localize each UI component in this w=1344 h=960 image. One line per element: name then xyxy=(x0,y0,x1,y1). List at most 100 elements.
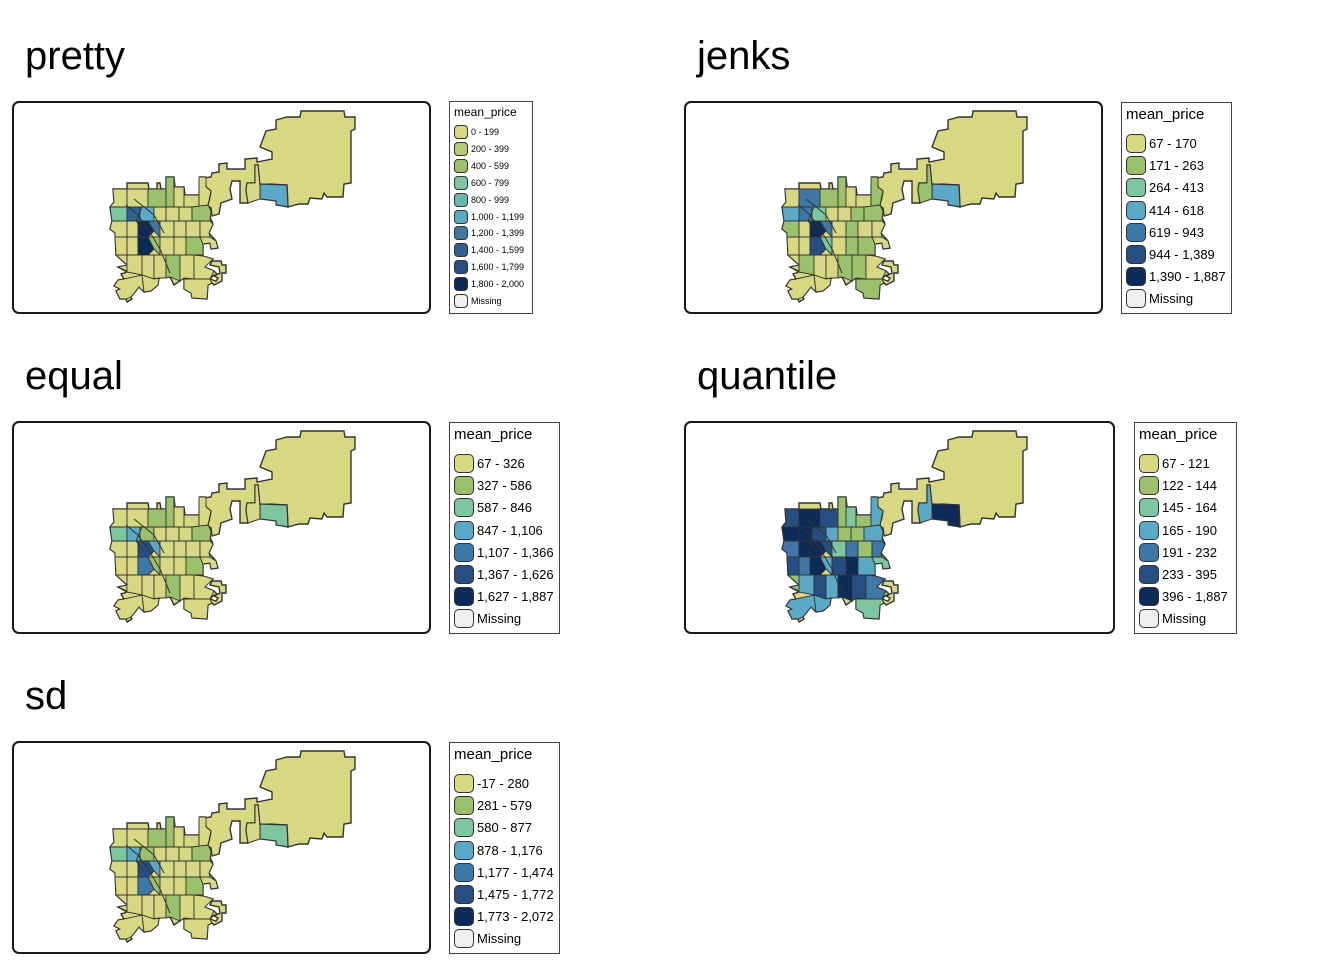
legend-label: 619 - 943 xyxy=(1149,224,1204,240)
legend-swatch xyxy=(454,141,468,156)
legend-label: 1,475 - 1,772 xyxy=(477,887,554,902)
district-polygon xyxy=(114,574,128,592)
legend-item: 1,627 - 1,887 xyxy=(454,587,554,607)
legend-item: 200 - 399 xyxy=(454,141,510,156)
legend-swatch xyxy=(1139,476,1159,496)
legend-label: 1,000 - 1,199 xyxy=(471,211,525,222)
district-polygon xyxy=(179,254,195,282)
district-polygon xyxy=(781,540,800,558)
district-polygon xyxy=(798,206,813,222)
panel-title-sd: sd xyxy=(25,674,68,718)
district-polygon xyxy=(837,206,852,222)
legend-item: 67 - 121 xyxy=(1139,454,1210,473)
map-sd[interactable] xyxy=(12,741,431,954)
district-polygon xyxy=(837,176,847,208)
district-polygon xyxy=(159,876,175,896)
district-polygon xyxy=(259,503,289,528)
district-polygon xyxy=(173,826,185,848)
district-polygon xyxy=(199,236,219,250)
district-polygon xyxy=(126,574,143,596)
legend-swatch xyxy=(454,209,468,224)
district-polygon xyxy=(126,876,139,896)
map-pretty[interactable] xyxy=(12,101,431,314)
legend-item: 396 - 1,887 xyxy=(1139,587,1228,607)
district-polygon xyxy=(165,496,175,528)
map-equal[interactable] xyxy=(12,421,431,634)
legend-title: mean_price xyxy=(454,105,517,119)
district-polygon xyxy=(183,194,200,208)
legend-pretty: mean_price 0 - 199 200 - 399 400 - 599 600 … xyxy=(449,101,533,314)
district-polygon xyxy=(165,206,180,222)
choropleth-map xyxy=(781,110,1028,304)
legend-swatch xyxy=(454,907,474,927)
legend-item: 1,773 - 2,072 xyxy=(454,907,554,927)
legend-label: 847 - 1,106 xyxy=(477,522,543,538)
legend-label: 191 - 232 xyxy=(1162,544,1217,560)
legend-swatch xyxy=(454,476,474,496)
legend-swatch xyxy=(454,260,468,275)
district-polygon xyxy=(837,574,853,602)
choropleth-map xyxy=(781,430,1028,624)
legend-item: 1,400 - 1,599 xyxy=(454,243,525,258)
district-polygon xyxy=(109,846,128,862)
district-polygon xyxy=(141,594,160,613)
district-polygon xyxy=(126,508,149,528)
district-polygon xyxy=(159,236,175,256)
legend-title: mean_price xyxy=(454,746,533,763)
legend-sd: mean_price -17 - 280 281 - 579 580 - 877 87… xyxy=(449,742,560,954)
district-polygon xyxy=(191,204,212,222)
legend-label: Missing xyxy=(471,296,502,306)
legend-item: Missing xyxy=(1139,609,1206,629)
legend-item: 400 - 599 xyxy=(454,158,509,173)
legend-swatch xyxy=(454,175,468,190)
legend-item: 878 - 1,176 xyxy=(454,840,543,860)
district-polygon xyxy=(857,540,873,558)
district-polygon xyxy=(786,254,800,272)
district-polygon xyxy=(147,828,167,848)
legend-swatch xyxy=(1139,454,1159,473)
district-polygon xyxy=(173,876,187,896)
district-polygon xyxy=(113,914,145,940)
district-polygon xyxy=(126,236,139,256)
district-polygon xyxy=(173,236,187,256)
legend-swatch xyxy=(454,885,474,904)
legend-label: 1,400 - 1,599 xyxy=(471,245,525,256)
district-polygon xyxy=(845,220,859,238)
district-boundary xyxy=(797,518,843,594)
legend-swatch xyxy=(454,565,474,584)
district-polygon xyxy=(141,274,160,293)
district-polygon xyxy=(199,556,219,570)
map-quantile[interactable] xyxy=(684,421,1115,634)
district-polygon xyxy=(798,254,815,276)
legend-label: 67 - 121 xyxy=(1162,456,1210,471)
legend-swatch xyxy=(1126,156,1146,176)
district-polygon xyxy=(126,526,141,542)
legend-swatch xyxy=(454,587,474,607)
district-polygon xyxy=(786,574,800,592)
legend-item: 171 - 263 xyxy=(1126,156,1204,176)
district-polygon xyxy=(798,574,815,596)
legend-item: Missing xyxy=(1126,289,1193,309)
legend-item: 165 - 190 xyxy=(1139,520,1217,540)
legend-label: 200 - 399 xyxy=(471,143,510,154)
legend-item: 1,200 - 1,399 xyxy=(454,226,524,241)
district-polygon xyxy=(165,816,175,848)
legend-swatch xyxy=(1139,520,1159,540)
district-polygon xyxy=(153,574,167,600)
legend-swatch xyxy=(1126,134,1146,153)
district-polygon xyxy=(857,556,876,576)
legend-swatch xyxy=(1139,542,1159,562)
legend-swatch xyxy=(454,277,468,292)
map-jenks[interactable] xyxy=(684,101,1103,314)
district-polygon xyxy=(178,206,193,222)
legend-item: 580 - 877 xyxy=(454,818,532,838)
district-polygon xyxy=(183,514,200,528)
district-polygon xyxy=(165,846,180,862)
legend-swatch xyxy=(1139,565,1159,584)
district-polygon xyxy=(825,574,839,600)
district-polygon xyxy=(165,526,180,542)
legend-label: 281 - 579 xyxy=(477,798,532,814)
legend-item: 191 - 232 xyxy=(1139,542,1217,562)
district-polygon xyxy=(185,236,204,256)
legend-swatch xyxy=(1126,178,1146,198)
